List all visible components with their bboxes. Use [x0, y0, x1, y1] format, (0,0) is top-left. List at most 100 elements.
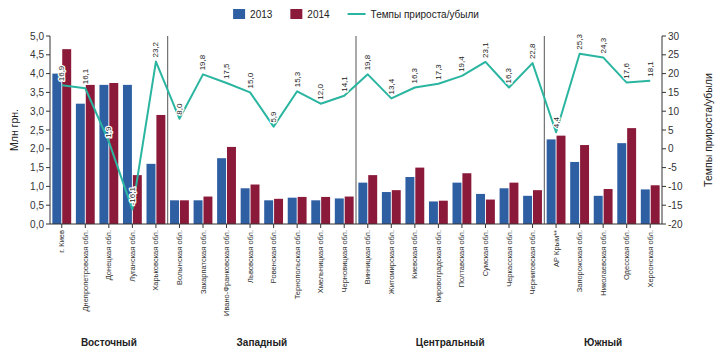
bar: [533, 190, 542, 224]
data-label: 24,3: [599, 37, 608, 53]
x-tick: [344, 224, 345, 228]
line: [62, 54, 650, 210]
legend-label: Темпы прироста/убыли: [371, 9, 479, 20]
group-separator: [167, 36, 168, 224]
bar: [345, 197, 354, 224]
y-tick-label: 2,0: [30, 143, 44, 154]
bar: [570, 162, 579, 224]
x-tick-label: АР Крым**: [552, 230, 561, 267]
group-label: Западный: [237, 337, 288, 348]
data-label: 16,9: [57, 65, 66, 81]
x-tick-label: Днепропетровская обл.: [81, 230, 90, 312]
group-separator: [356, 36, 357, 224]
bar: [180, 200, 189, 224]
x-axis-line: [50, 224, 662, 225]
y2-tick: [662, 148, 666, 149]
data-label: 14,1: [340, 76, 349, 92]
x-tick: [556, 224, 557, 228]
bar: [358, 183, 367, 224]
y-tick-label: 4,0: [30, 68, 44, 79]
y-axis-title: Млн грн.: [8, 109, 20, 151]
x-tick-label: Хмельницкая обл.: [316, 230, 325, 293]
bar: [547, 139, 556, 224]
bar: [462, 173, 471, 224]
bar: [500, 188, 509, 224]
data-label: 19,4: [457, 56, 466, 72]
bar: [557, 136, 566, 224]
x-tick-label: Херсонская обл.: [646, 230, 655, 288]
x-tick-label: Донецкая обл.: [104, 230, 113, 280]
y-tick-label: 1,5: [30, 162, 44, 173]
y-tick: [46, 54, 50, 55]
group-label: Восточный: [81, 337, 137, 348]
bar: [288, 198, 297, 224]
y-tick-label: 5,0: [30, 31, 44, 42]
y2-tick: [662, 92, 666, 93]
data-label: 5,9: [269, 111, 278, 123]
x-tick: [532, 224, 533, 228]
y2-tick-label: 5: [668, 125, 674, 136]
y2-tick-label: 25: [668, 49, 680, 60]
y2-tick-label: -15: [668, 200, 683, 211]
bar: [203, 197, 212, 224]
bar: [311, 200, 320, 224]
x-tick: [226, 224, 227, 228]
x-tick: [603, 224, 604, 228]
bar: [382, 192, 391, 224]
y2-tick: [662, 36, 666, 37]
y-tick: [46, 111, 50, 112]
bar: [594, 196, 603, 224]
y-tick: [46, 224, 50, 225]
x-tick-label: Ивано-Франковская обл.: [222, 230, 231, 316]
legend-item: 2014: [290, 9, 330, 20]
bar: [76, 104, 85, 224]
x-tick: [250, 224, 251, 228]
data-label: 22,8: [528, 43, 537, 59]
x-tick-label: Тернопольская обл.: [293, 230, 302, 299]
y2-tick-label: 20: [668, 68, 680, 79]
x-tick-label: Ровенская обл.: [269, 230, 278, 283]
y2-tick-label: 15: [668, 87, 680, 98]
bar: [335, 198, 344, 224]
data-label: 8,0: [175, 103, 184, 115]
marks: [52, 49, 659, 224]
bar: [476, 194, 485, 224]
y2-tick: [662, 130, 666, 131]
data-label: 19,8: [199, 54, 208, 70]
y2-tick-label: 10: [668, 106, 680, 117]
x-tick: [391, 224, 392, 228]
data-label: 13,4: [387, 78, 396, 94]
x-tick: [155, 224, 156, 228]
x-tick: [626, 224, 627, 228]
x-tick: [579, 224, 580, 228]
data-label: 18,1: [646, 61, 655, 77]
x-tick-label: Киевская обл.: [410, 230, 419, 279]
bar: [439, 201, 448, 224]
y2-tick-label: 0: [668, 143, 674, 154]
y2-tick-label: 30: [668, 31, 680, 42]
x-tick: [461, 224, 462, 228]
data-label: 23,2: [151, 41, 160, 57]
bar: [580, 145, 589, 224]
x-tick-label: Полтавская обл.: [457, 230, 466, 287]
y2-tick: [662, 205, 666, 206]
y-tick: [46, 92, 50, 93]
data-label: 23,1: [481, 42, 490, 58]
y-tick: [46, 130, 50, 131]
x-tick: [85, 224, 86, 228]
y-tick: [46, 148, 50, 149]
bar: [509, 183, 518, 224]
bar: [241, 188, 250, 224]
bar: [298, 197, 307, 224]
y2-tick: [662, 186, 666, 187]
bar: [617, 143, 626, 224]
data-label: 4,4: [552, 117, 561, 129]
x-tick: [509, 224, 510, 228]
data-label: 25,3: [575, 34, 584, 50]
bar: [264, 200, 273, 224]
x-tick: [485, 224, 486, 228]
legend-item: Темпы прироста/убыли: [348, 9, 479, 20]
y2-tick: [662, 224, 666, 225]
bar: [99, 85, 108, 224]
y2-tick-label: -20: [668, 219, 683, 230]
